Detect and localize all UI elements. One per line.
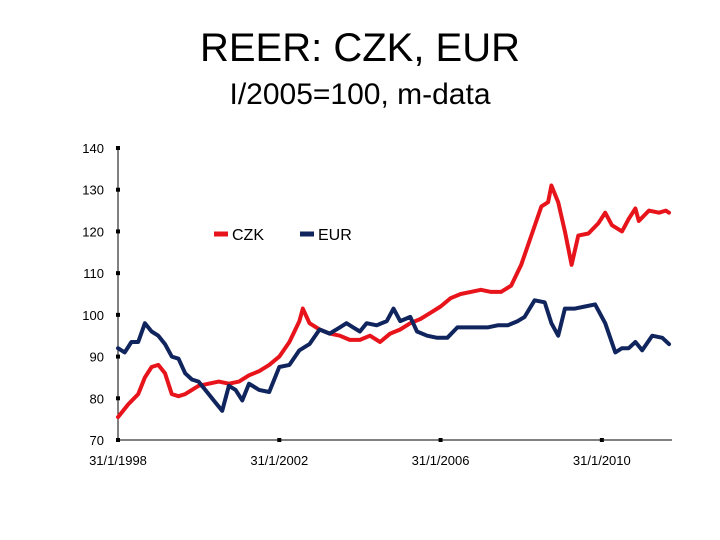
x-tick-label: 31/1/2010 (573, 453, 631, 468)
y-tick-mark (116, 271, 120, 276)
y-tick-label: 90 (90, 350, 104, 365)
x-tick-mark (599, 438, 604, 442)
y-tick-mark (116, 354, 120, 359)
y-tick-mark (116, 396, 120, 401)
legend-label-czk: CZK (232, 227, 264, 244)
y-tick-mark (116, 229, 120, 234)
y-tick-label: 100 (82, 308, 104, 323)
y-tick-label: 130 (82, 183, 104, 198)
series-line-czk (116, 183, 671, 420)
chart-series (116, 183, 671, 420)
y-tick-label: 140 (82, 141, 104, 156)
series-line-eur (116, 298, 671, 413)
x-tick-label: 31/1/1998 (89, 453, 147, 468)
x-tick-label: 31/1/2002 (250, 453, 308, 468)
y-tick-mark (116, 146, 120, 150)
chart-title: REER: CZK, EUR (199, 26, 521, 70)
x-tick-mark (116, 438, 120, 442)
chart-legend: CZK EUR (214, 227, 352, 244)
y-tick-label: 120 (82, 224, 104, 239)
y-tick-label: 110 (83, 266, 104, 281)
x-tick-mark (438, 438, 443, 442)
y-tick-mark (116, 187, 120, 192)
chart-subtitle: I/2005=100, m-data (229, 78, 491, 111)
chart-axes: 70 80 90 100 110 120 130 140 31/1/1998 31/1/2002 3… (82, 141, 672, 468)
legend-label-eur: EUR (318, 227, 352, 244)
y-tick-mark (116, 312, 120, 317)
x-tick-label: 31/1/2006 (412, 453, 470, 468)
x-tick-mark (277, 438, 282, 442)
y-tick-label: 80 (90, 391, 104, 406)
y-tick-label: 70 (90, 433, 104, 448)
